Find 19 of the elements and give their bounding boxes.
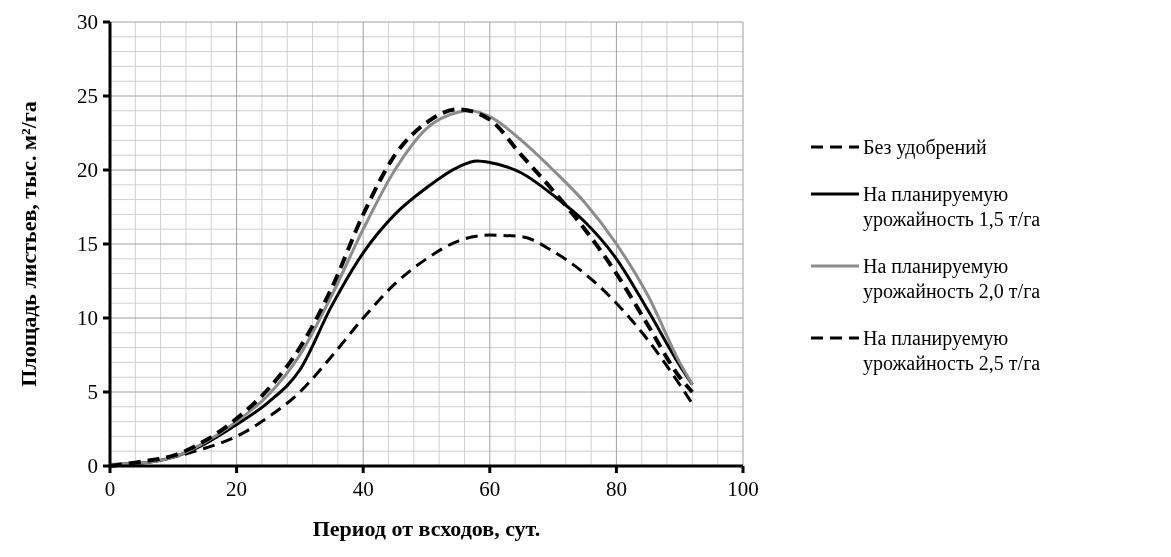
y-tick-label: 10 [77, 306, 98, 330]
y-tick-label: 15 [77, 232, 98, 256]
y-tick-label: 5 [87, 380, 98, 404]
legend-label: На планируемую урожайность 1,5 т/га [863, 183, 1041, 231]
x-tick-label: 60 [479, 477, 501, 501]
x-tick-label: 0 [104, 477, 116, 501]
x-tick-label: 80 [605, 477, 627, 501]
y-tick-label: 0 [87, 454, 98, 478]
legend-label: На планируемую урожайность 2,0 т/га [863, 255, 1041, 303]
x-axis-title: Период от всходов, сут. [312, 516, 541, 541]
y-tick-label: 30 [77, 10, 98, 34]
x-tick-label: 20 [226, 477, 248, 501]
legend-label: Без удобрений [863, 136, 987, 159]
x-tick-label: 40 [352, 477, 374, 501]
legend-label: На планируемую урожайность 2,5 т/га [863, 327, 1041, 375]
y-axis-title: Площадь листьев, тыс. м²/га [16, 101, 41, 387]
y-tick-label: 20 [77, 158, 98, 182]
y-tick-label: 25 [77, 84, 98, 108]
x-tick-label: 100 [727, 477, 759, 501]
